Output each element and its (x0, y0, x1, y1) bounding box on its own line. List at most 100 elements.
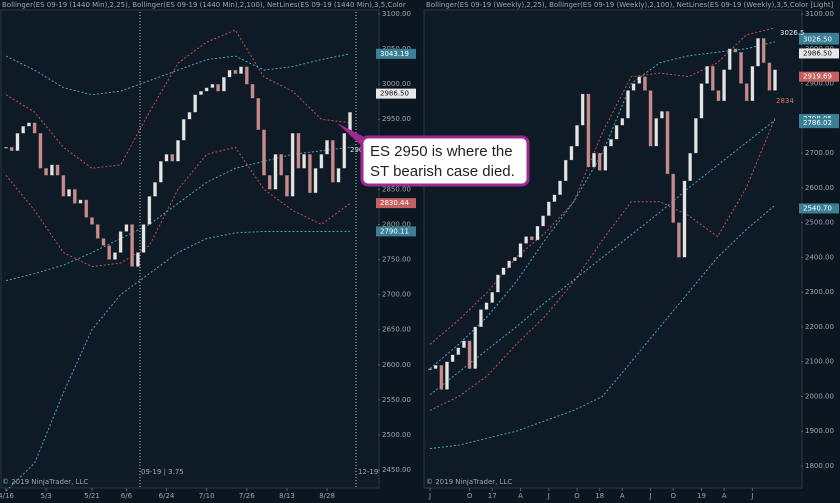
x-tick-label: J (750, 492, 753, 500)
y-tick-label: 2600.00 (805, 184, 834, 192)
contract-label: 09-19 | 3.75 (141, 468, 184, 476)
candle (433, 365, 438, 369)
y-tick-label: 2600.00 (382, 361, 411, 369)
candle (342, 133, 347, 169)
candle (302, 154, 307, 169)
candle (586, 93, 591, 168)
candle (643, 76, 647, 91)
candle (49, 164, 54, 176)
candle (575, 125, 579, 147)
candle (193, 94, 198, 113)
y-tick-label: 3100.00 (382, 10, 411, 18)
candle (761, 38, 766, 63)
candle (535, 225, 540, 241)
candle (181, 119, 186, 141)
y-tick-label: 1800.00 (805, 462, 834, 470)
x-tick-label: 5/3 (41, 492, 52, 500)
x-tick-label: 7/10 (199, 492, 215, 500)
price-tag-label: 2830.44 (380, 199, 409, 207)
band-line (5, 53, 351, 96)
y-tick-label: 2650.00 (382, 326, 411, 334)
callout-text: ST bearish case died. (370, 163, 515, 180)
price-tag (376, 48, 416, 59)
candle (558, 180, 562, 195)
candle (256, 98, 261, 130)
candle (688, 152, 693, 182)
band-line (429, 118, 776, 411)
contract-label: 12-19 (358, 468, 378, 476)
candle (176, 140, 180, 162)
candle (250, 84, 255, 99)
panel-header: Bollinger(ES 09-19 (1440 Min),2,25), Bol… (2, 1, 406, 9)
candle (113, 252, 117, 260)
y-tick-label: 2950.00 (382, 115, 411, 123)
y-tick-label: 3100.00 (805, 10, 834, 18)
candle (541, 215, 545, 227)
candle (262, 129, 266, 176)
x-tick-label: J (547, 492, 550, 500)
candle (319, 154, 324, 169)
candle (273, 154, 278, 190)
candle (767, 62, 772, 91)
candle (15, 133, 20, 151)
x-tick-label: A (518, 492, 523, 500)
candle (158, 161, 163, 183)
candle (290, 133, 295, 197)
candle (597, 152, 602, 171)
candle (325, 140, 329, 155)
candle (473, 326, 478, 369)
candle (72, 189, 77, 204)
candle (44, 168, 49, 176)
candle (27, 122, 31, 127)
candle (4, 147, 8, 149)
candle (164, 154, 169, 162)
x-tick-label: J (428, 492, 431, 500)
candle (141, 224, 146, 253)
candle (682, 180, 687, 258)
candle (710, 66, 715, 91)
candle (32, 122, 37, 134)
candle (592, 152, 596, 168)
candle (130, 224, 135, 267)
band-line (429, 119, 776, 396)
candle (490, 292, 495, 303)
candle (744, 83, 749, 102)
candle (614, 125, 619, 140)
candle (518, 243, 523, 258)
candle (546, 201, 551, 216)
left-panel (0, 9, 380, 489)
candle (90, 217, 94, 225)
callout-box (360, 135, 530, 187)
y-tick-label: 2700.00 (805, 149, 834, 157)
copyright: © 2019 NinjaTrader, LLC (426, 478, 512, 486)
price-tag-label: 2540.70 (803, 204, 832, 212)
candle (216, 84, 221, 92)
candle (705, 66, 709, 84)
candle (631, 83, 636, 91)
y-tick-label: 2800.00 (382, 220, 411, 228)
x-tick-label: A (620, 492, 625, 500)
price-tag-label: 2986.50 (380, 90, 409, 98)
plots: 3100.003050.003000.002950.002900.002850.… (0, 10, 839, 500)
x-tick-label: O (574, 492, 580, 500)
candle (580, 93, 585, 126)
y-tick-label: 2850.00 (382, 185, 411, 193)
candle (716, 90, 721, 102)
y-tick-label: 2200.00 (805, 323, 834, 331)
price-tag (799, 118, 839, 129)
price-tag (376, 226, 416, 237)
callout: ES 2950 is where the ST bearish case die… (337, 123, 530, 187)
candle (204, 87, 209, 92)
panel-header: Bollinger(ES 09-19 (Weekly),2,25), Bolli… (426, 1, 834, 9)
price-tag (799, 34, 839, 45)
candle (529, 236, 534, 241)
candle (524, 236, 528, 244)
candle (733, 48, 738, 53)
truncated-tag: 290 (350, 146, 363, 154)
candle (84, 199, 89, 218)
candle (267, 175, 272, 190)
candle (693, 118, 698, 154)
x-tick-label: 8/28 (319, 492, 335, 500)
